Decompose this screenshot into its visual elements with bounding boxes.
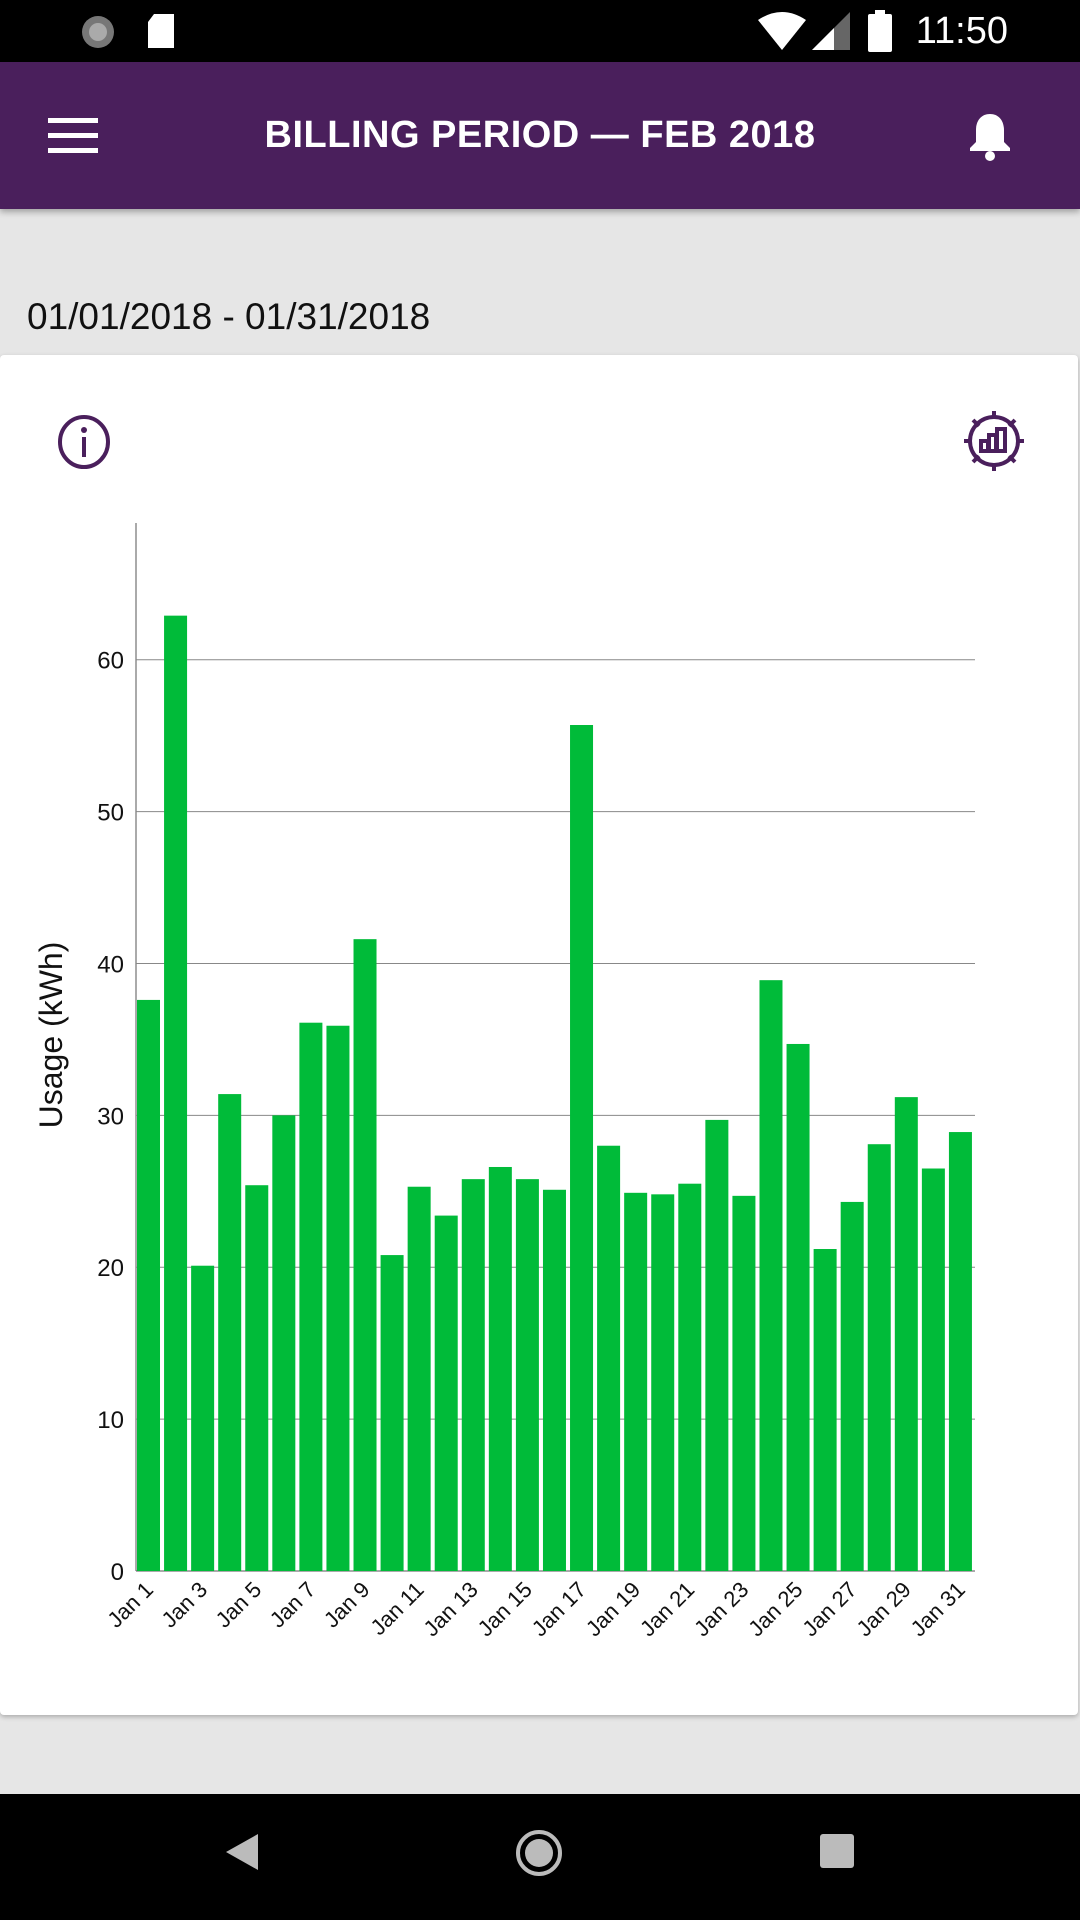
bar-jan-12 [434, 1215, 458, 1571]
x-tick-label: Jan 23 [689, 1577, 753, 1641]
chart-card: Usage (kWh) 0 10 20 30 40 50 60 Jan 1 Jan 3 Jan 5… [0, 355, 1078, 1715]
bar-jan-28 [867, 1144, 891, 1571]
menu-icon[interactable] [48, 116, 98, 156]
x-tick-label: Jan 27 [797, 1577, 861, 1641]
date-range: 01/01/2018 - 01/31/2018 [27, 296, 431, 337]
bar-jan-6 [272, 1115, 296, 1571]
x-tick-label: Jan 15 [473, 1577, 537, 1641]
x-tick-label: Jan 5 [211, 1577, 267, 1633]
bar-jan-27 [840, 1201, 864, 1571]
bar-jan-14 [488, 1166, 512, 1571]
y-tick-label: 50 [97, 800, 124, 827]
bar-jan-19 [624, 1192, 648, 1571]
bar-jan-1 [137, 999, 161, 1571]
y-tick-label: 40 [97, 951, 124, 978]
wifi-icon [758, 12, 806, 50]
x-tick-label: Jan 29 [851, 1577, 915, 1641]
bar-jan-30 [921, 1168, 945, 1571]
x-tick-label: Jan 25 [743, 1577, 807, 1641]
bar-jan-23 [732, 1195, 756, 1571]
x-tick-label: Jan 19 [581, 1577, 645, 1641]
clock: 11:50 [915, 10, 1008, 52]
bar-jan-21 [678, 1183, 702, 1571]
bar-jan-15 [515, 1179, 539, 1571]
bar-jan-8 [326, 1025, 350, 1571]
x-tick-label: Jan 21 [635, 1577, 699, 1641]
y-tick-label: 0 [111, 1559, 124, 1586]
navigation-bar [0, 1794, 1080, 1920]
battery-icon [868, 10, 892, 52]
bar-jan-2 [164, 615, 188, 1571]
bar-jan-3 [191, 1265, 215, 1571]
x-tick-label: Jan 31 [906, 1577, 970, 1641]
bar-jan-11 [407, 1186, 431, 1571]
cell-signal-icon [812, 12, 850, 50]
status-bar: 11:50 [0, 0, 1080, 62]
chart-settings-icon[interactable] [960, 407, 1028, 475]
bar-jan-29 [894, 1097, 918, 1571]
x-tick-label: Jan 7 [265, 1577, 321, 1633]
y-tick-label: 60 [97, 648, 124, 675]
sd-card-icon [148, 14, 174, 48]
y-tick-label: 20 [97, 1255, 124, 1282]
bar-jan-25 [786, 1043, 810, 1571]
recents-icon[interactable] [820, 1834, 856, 1870]
bar-jan-22 [705, 1119, 729, 1571]
bar-jan-10 [380, 1255, 404, 1571]
bar-jan-31 [948, 1132, 972, 1571]
bar-jan-9 [353, 939, 377, 1571]
x-tick-label: Jan 17 [527, 1577, 591, 1641]
bar-jan-20 [651, 1194, 675, 1571]
bar-jan-26 [813, 1249, 837, 1571]
y-axis-label: Usage (kWh) [33, 942, 69, 1129]
bar-jan-18 [597, 1145, 621, 1571]
home-icon[interactable] [514, 1828, 564, 1878]
x-tick-label: Jan 11 [365, 1577, 428, 1640]
bar-jan-5 [245, 1185, 269, 1571]
info-icon[interactable] [56, 414, 112, 470]
y-tick-label: 30 [97, 1103, 124, 1130]
bar-jan-24 [759, 980, 783, 1571]
x-tick-label: Jan 13 [418, 1577, 482, 1641]
bar-jan-17 [570, 725, 594, 1571]
x-tick-label: Jan 3 [156, 1577, 212, 1633]
page-title: BILLING PERIOD — FEB 2018 [264, 114, 816, 156]
bar-jan-16 [542, 1189, 566, 1571]
bar-jan-4 [218, 1094, 242, 1571]
back-icon[interactable] [222, 1830, 262, 1874]
y-tick-label: 10 [97, 1407, 124, 1434]
bar-jan-7 [299, 1022, 323, 1571]
sync-icon [82, 16, 114, 48]
bell-icon[interactable] [966, 110, 1014, 162]
app-bar: BILLING PERIOD — FEB 2018 [0, 62, 1080, 209]
bar-jan-13 [461, 1179, 485, 1571]
